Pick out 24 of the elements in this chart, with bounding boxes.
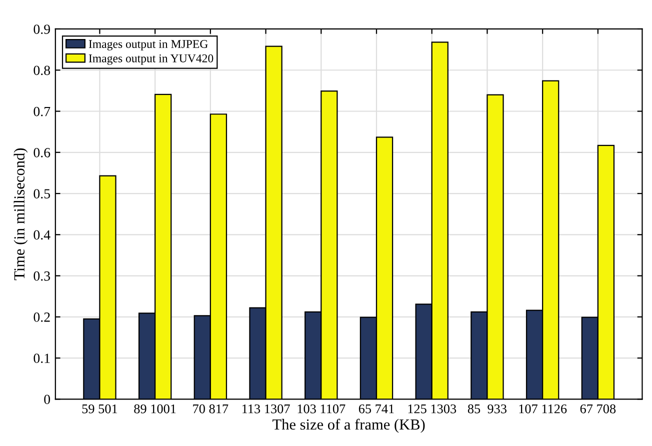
x-tick-label: 107 1126 xyxy=(519,404,567,414)
x-tick-label: 103 1107 xyxy=(298,404,346,414)
y-tick-label: 0.2 xyxy=(34,312,50,322)
x-tick-label: 85 933 xyxy=(468,404,506,414)
y-tick-label: 0.6 xyxy=(34,148,50,158)
y-tick-label: 0.7 xyxy=(34,106,50,116)
x-tick-label: 125 1303 xyxy=(408,404,456,414)
x-tick-label: 59 501 xyxy=(82,404,118,414)
y-tick-label: 0.4 xyxy=(34,230,50,240)
x-tick-label: 70 817 xyxy=(193,404,228,414)
x-tick-label: 113 1307 xyxy=(242,404,290,414)
legend-label: Images output in MJPEG xyxy=(88,40,208,50)
y-axis-title: Time (in millisecond) xyxy=(14,148,28,280)
y-tick-label: 0.5 xyxy=(34,189,50,199)
x-tick-label: 65 741 xyxy=(358,404,394,414)
y-tick-label: 0.9 xyxy=(34,24,50,34)
y-tick-label: 0.3 xyxy=(34,271,50,281)
x-axis-title: The size of a frame (KB) xyxy=(272,418,425,433)
x-tick-label: 67 708 xyxy=(580,404,616,414)
x-tick-label: 89 1001 xyxy=(134,404,176,414)
y-tick-label: 0 xyxy=(44,394,50,404)
y-tick-label: 0.8 xyxy=(34,66,50,76)
y-tick-label: 0.1 xyxy=(34,354,50,364)
legend-label: Images output in YUV420 xyxy=(88,54,214,65)
